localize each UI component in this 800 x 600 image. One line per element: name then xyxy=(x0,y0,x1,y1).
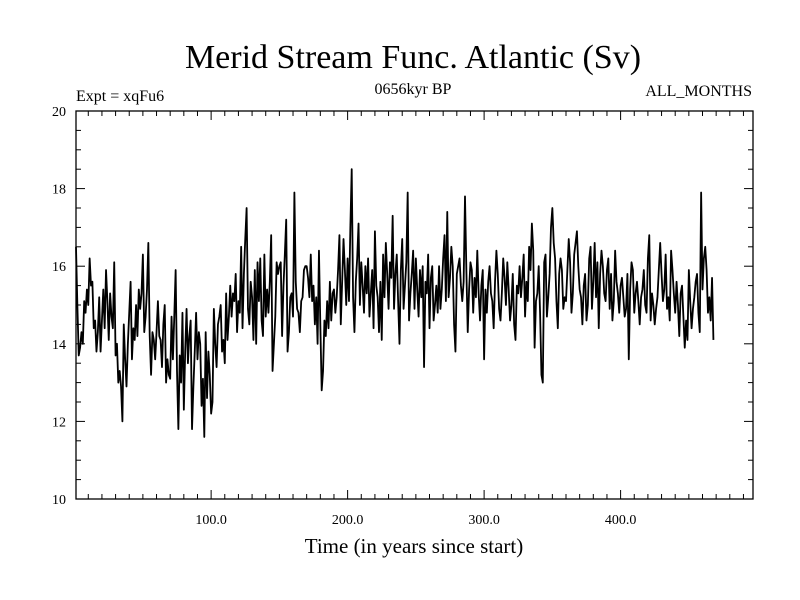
y-tick-label: 18 xyxy=(52,183,66,198)
plot-frame xyxy=(75,110,754,500)
axis-ticks xyxy=(76,111,753,499)
y-tick-label: 12 xyxy=(52,415,66,430)
x-axis-label: Time (in years since start) xyxy=(305,534,524,558)
x-tick-label: 400.0 xyxy=(605,513,637,528)
y-tick-label: 16 xyxy=(52,260,66,275)
period-label: 0656kyr BP xyxy=(375,81,452,98)
chart-title: Merid Stream Func. Atlantic (Sv) xyxy=(185,39,641,76)
x-tick-label: 200.0 xyxy=(332,513,364,528)
y-tick-label: 20 xyxy=(52,105,66,120)
y-tick-label: 10 xyxy=(52,493,66,508)
x-tick-label: 100.0 xyxy=(195,513,227,528)
y-tick-label: 14 xyxy=(52,338,66,353)
x-tick-label: 300.0 xyxy=(468,513,500,528)
months-label: ALL_MONTHS xyxy=(645,83,752,100)
tick-labels: 100.0 200.0 300.0 400.0 10 12 14 16 18 20 xyxy=(52,105,636,528)
experiment-label: Expt = xqFu6 xyxy=(76,88,164,105)
series-line xyxy=(75,168,715,438)
